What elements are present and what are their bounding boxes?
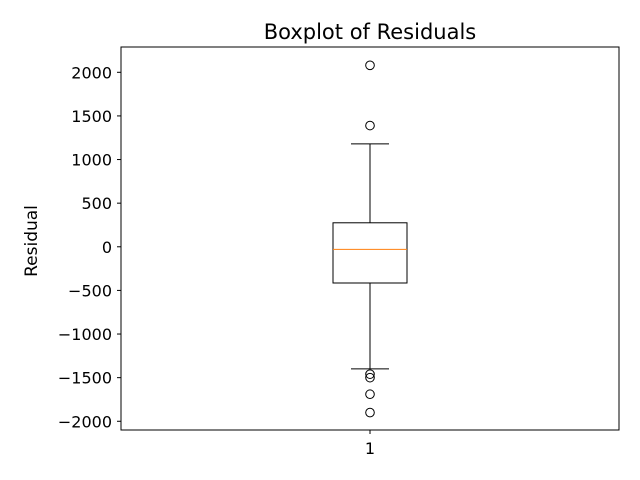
- y-tick-label: 500: [81, 194, 112, 213]
- plot-area: −2000 −1500 −1000 −500 0 500 1000 1500 2000 1: [58, 46, 620, 458]
- y-tick-label: −1500: [58, 369, 112, 388]
- outlier-point: [365, 60, 375, 71]
- y-tick-label: 0: [102, 238, 112, 257]
- y-tick-label: −500: [68, 281, 112, 300]
- plot-frame: [120, 46, 620, 431]
- outlier-point: [365, 407, 375, 418]
- y-tick-label: −1000: [58, 325, 112, 344]
- y-tick-label: 1500: [71, 107, 112, 126]
- y-tick-label: −2000: [58, 412, 112, 431]
- y-axis-label: Residual: [22, 205, 42, 277]
- outlier-point: [365, 372, 375, 383]
- y-tick-label: 2000: [71, 63, 112, 82]
- outlier-point: [365, 120, 375, 131]
- outlier-point: [365, 389, 375, 400]
- iqr-box: [332, 222, 408, 284]
- y-tick-label: 1000: [71, 151, 112, 170]
- x-tick-label: 1: [365, 439, 375, 458]
- outlier-point: [365, 369, 375, 379]
- chart-title: Boxplot of Residuals: [264, 20, 477, 44]
